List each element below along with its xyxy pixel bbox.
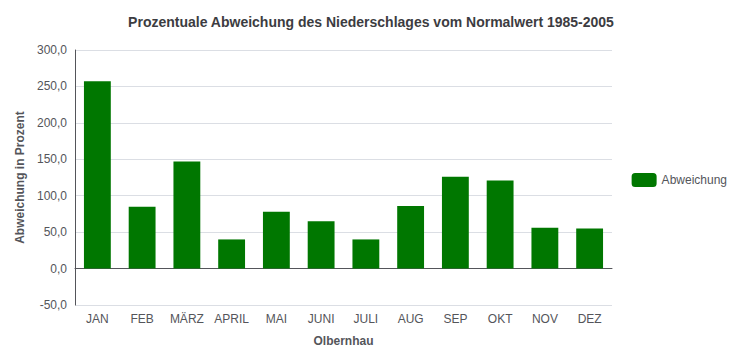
svg-text:AUG: AUG [398,312,424,326]
svg-text:300,0: 300,0 [37,43,67,57]
svg-text:-50,0: -50,0 [40,298,68,312]
svg-text:Abweichung in Prozent: Abweichung in Prozent [13,111,27,244]
svg-text:JUNI: JUNI [308,312,335,326]
svg-text:FEB: FEB [130,312,153,326]
svg-text:DEZ: DEZ [578,312,602,326]
svg-text:Abweichung: Abweichung [662,173,727,187]
svg-text:MAI: MAI [266,312,287,326]
svg-text:OKT: OKT [488,312,513,326]
svg-text:JULI: JULI [354,312,379,326]
svg-text:NOV: NOV [532,312,558,326]
svg-text:SEP: SEP [443,312,467,326]
svg-text:50,0: 50,0 [44,225,68,239]
svg-text:150,0: 150,0 [37,152,67,166]
svg-text:0,0: 0,0 [50,262,67,276]
svg-text:JAN: JAN [86,312,109,326]
svg-text:100,0: 100,0 [37,189,67,203]
svg-text:APRIL: APRIL [214,312,249,326]
svg-text:200,0: 200,0 [37,116,67,130]
svg-text:250,0: 250,0 [37,79,67,93]
svg-text:Olbernhau: Olbernhau [313,334,373,348]
svg-text:Prozentuale Abweichung des Nie: Prozentuale Abweichung des Niederschlage… [128,14,614,30]
svg-text:MÄRZ: MÄRZ [170,312,204,326]
